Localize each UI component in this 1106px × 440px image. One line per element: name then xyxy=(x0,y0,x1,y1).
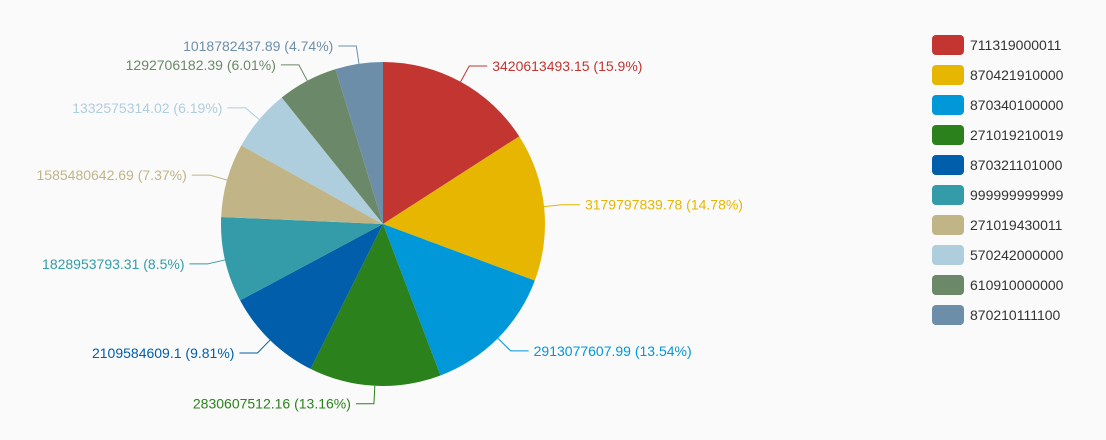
legend-label: 870340100000 xyxy=(970,97,1064,113)
legend-label: 999999999999 xyxy=(970,187,1064,203)
pie-slice[interactable] xyxy=(310,224,441,387)
label-leader-line xyxy=(239,339,271,354)
pie-data-label: 2109584609.1 (9.81%) xyxy=(92,345,234,361)
legend-label: 711319000011 xyxy=(970,37,1062,53)
pie-slice[interactable] xyxy=(240,224,383,369)
legend-label: 870421910000 xyxy=(970,67,1064,83)
label-leader-line xyxy=(544,204,580,208)
pie-slice[interactable] xyxy=(383,136,545,281)
legend-swatch xyxy=(932,65,964,85)
pie-slice[interactable] xyxy=(281,69,383,225)
legend-item[interactable]: 711319000011 xyxy=(932,35,1063,55)
legend-swatch xyxy=(932,185,964,205)
pie-labels: 3420613493.15 (15.9%) 3179797839.78 (14.7… xyxy=(37,38,743,412)
legend-item[interactable]: 870210111100 xyxy=(932,305,1063,325)
legend-swatch xyxy=(932,215,964,235)
legend-swatch xyxy=(932,245,964,265)
pie-data-label: 3179797839.78 (14.78%) xyxy=(585,197,743,213)
pie-slice[interactable] xyxy=(221,145,383,224)
pie-data-label: 3420613493.15 (15.9%) xyxy=(492,58,642,74)
legend-swatch xyxy=(932,305,964,325)
legend-label: 271019210019 xyxy=(970,127,1064,143)
legend-swatch xyxy=(932,125,964,145)
pie-data-label: 1018782437.89 (4.74%) xyxy=(183,38,333,54)
label-leader-line xyxy=(460,65,488,83)
pie-slice[interactable] xyxy=(221,216,383,301)
pie-slice[interactable] xyxy=(383,224,535,376)
legend-swatch xyxy=(932,95,964,115)
pie-data-label: 1828953793.31 (8.5%) xyxy=(42,256,184,272)
legend-item[interactable]: 870340100000 xyxy=(932,95,1063,115)
legend-swatch xyxy=(932,275,964,295)
pie-slice[interactable] xyxy=(383,62,520,224)
label-leader-line xyxy=(280,64,308,82)
legend-label: 870321101000 xyxy=(970,157,1063,173)
legend-label: 271019430011 xyxy=(970,217,1063,233)
label-leader-line xyxy=(227,107,260,120)
legend-swatch xyxy=(932,35,964,55)
label-leader-line xyxy=(189,259,226,265)
pie-slices xyxy=(221,62,545,387)
pie-data-label: 2913077607.99 (13.54%) xyxy=(534,343,692,359)
label-leader-line xyxy=(355,385,376,405)
pie-data-label: 1292706182.39 (6.01%) xyxy=(126,57,276,73)
legend-item[interactable]: 570242000000 xyxy=(932,245,1063,265)
label-leader-line xyxy=(497,337,529,352)
pie-data-label: 1585480642.69 (7.37%) xyxy=(37,167,187,183)
legend-item[interactable]: 610910000000 xyxy=(932,275,1063,295)
legend-item[interactable]: 870321101000 xyxy=(932,155,1063,175)
legend-item[interactable]: 999999999999 xyxy=(932,185,1063,205)
legend-item[interactable]: 271019210019 xyxy=(932,125,1063,145)
legend-swatch xyxy=(932,155,964,175)
pie-data-label: 1332575314.02 (6.19%) xyxy=(72,100,222,116)
pie-data-label: 2830607512.16 (13.16%) xyxy=(193,396,351,412)
legend-label: 870210111100 xyxy=(970,307,1061,323)
label-leader-line xyxy=(191,174,228,181)
legend-item[interactable]: 271019430011 xyxy=(932,215,1063,235)
label-leader-line xyxy=(338,45,360,64)
legend: 711319000011 870421910000 870340100000 2710… xyxy=(932,35,1063,325)
pie-slice[interactable] xyxy=(335,62,383,224)
legend-label: 610910000000 xyxy=(970,277,1064,293)
pie-slice[interactable] xyxy=(241,97,383,224)
legend-label: 570242000000 xyxy=(970,247,1064,263)
legend-item[interactable]: 870421910000 xyxy=(932,65,1063,85)
